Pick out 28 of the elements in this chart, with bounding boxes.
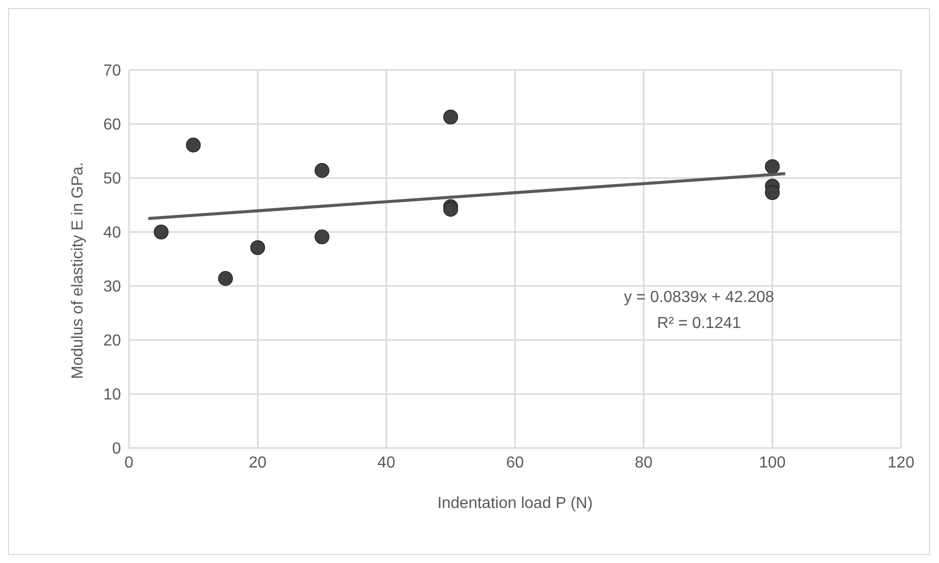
y-tick-label: 40 <box>103 224 122 242</box>
y-tick-label: 50 <box>103 170 122 188</box>
y-tick-label: 30 <box>103 278 122 296</box>
y-tick-label: 60 <box>103 116 122 134</box>
y-tick-label: 0 <box>112 440 122 458</box>
x-tick-label: 0 <box>124 454 134 472</box>
y-axis-title: Modulus of elasticity E in GPa. <box>70 162 87 379</box>
y-tick-label: 70 <box>103 62 122 80</box>
x-axis-title: Indentation load P (N) <box>437 495 593 512</box>
point <box>314 229 330 244</box>
annotation: R² = 0.1241 <box>656 315 742 333</box>
point <box>250 240 266 256</box>
x-tick-label: 120 <box>888 454 914 472</box>
annotation: y = 0.0839x + 42.208 <box>622 289 776 307</box>
x-tick-label: 60 <box>506 454 524 472</box>
point <box>218 271 233 286</box>
x-tick-label: 40 <box>377 454 396 472</box>
point <box>764 185 780 200</box>
point <box>443 110 458 124</box>
y-tick-label: 20 <box>103 332 122 350</box>
x-tick-label: 100 <box>758 454 786 472</box>
x-tick-label: 20 <box>248 454 267 472</box>
point <box>186 138 201 152</box>
x-tick-label: 80 <box>634 454 653 472</box>
point <box>314 163 330 178</box>
point <box>764 159 780 174</box>
point <box>154 224 169 240</box>
y-tick-label: 10 <box>103 386 122 404</box>
